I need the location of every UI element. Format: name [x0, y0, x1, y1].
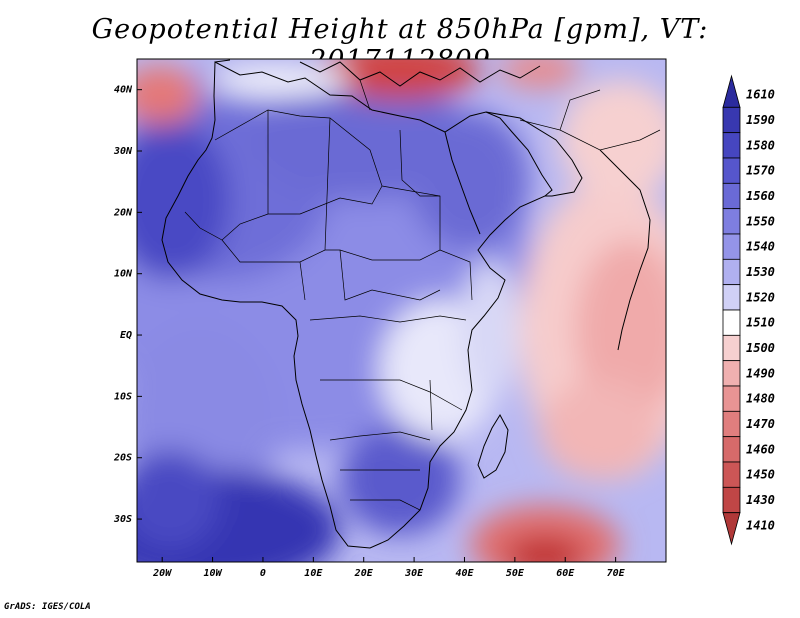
colorbar-swatch [722, 132, 741, 159]
colorbar-label: 1580 [746, 138, 775, 152]
colorbar-label: 1570 [746, 164, 775, 178]
colorbar-label: 1610 [746, 88, 775, 102]
colorbar-swatch [722, 410, 741, 438]
grads-credit: GrADS: IGES/COLA [4, 602, 91, 612]
colorbar-label: 1460 [746, 442, 775, 456]
lat-tick-label: 10S [114, 391, 132, 402]
colorbar-swatch [722, 258, 741, 286]
colorbar-swatch [722, 512, 741, 546]
lat-tick-label: 30S [113, 514, 132, 525]
colorbar-swatch [722, 208, 741, 235]
colorbar-swatch [722, 461, 741, 488]
colorbar-swatch [722, 233, 741, 260]
colorbar-swatch [722, 360, 741, 387]
colorbar-label: 1540 [746, 240, 775, 254]
colorbar-label: 1480 [746, 392, 775, 406]
colorbar-label: 1510 [746, 316, 775, 330]
height-field [137, 59, 666, 562]
colorbar-swatch [722, 309, 741, 336]
colorbar-label: 1550 [746, 214, 775, 228]
latitude-axis: 40N 30N 20N 10N EQ 10S 20S 30S [113, 85, 142, 525]
colorbar-swatch [722, 284, 741, 311]
lon-tick-label: 20W [152, 568, 172, 579]
colorbar-swatch [722, 106, 741, 134]
lat-tick-label: 40N [114, 85, 133, 96]
colorbar-swatch [722, 436, 741, 463]
lon-tick-label: 60E [556, 568, 575, 579]
colorbar-label: 1560 [746, 189, 775, 203]
lat-tick-label: 20N [113, 207, 133, 218]
colorbar-label: 1500 [746, 341, 775, 355]
colorbar-label: 1490 [746, 366, 775, 380]
country-borders [184, 79, 661, 511]
longitude-axis: 20W 10W 0 10E 20E 30E 40E 50E 60E 70E [152, 557, 626, 579]
lon-tick-label: 30E [404, 568, 424, 579]
colorbar-label: 1530 [746, 265, 775, 279]
lon-tick-label: 10W [204, 568, 223, 579]
colorbar-label: 1470 [746, 417, 775, 431]
colorbar-label: 1410 [746, 518, 775, 532]
lon-tick-label: 20E [354, 568, 374, 579]
colorbar-swatch [722, 486, 741, 514]
lon-tick-label: 40E [455, 568, 474, 579]
colorbar: 1610 1590 1580 1570 1560 1550 1540 1530 1520 1510… [722, 74, 775, 546]
lon-tick-label: 70E [607, 568, 626, 579]
lon-tick-label: 10E [304, 568, 323, 579]
colorbar-label: 1430 [746, 493, 775, 507]
lat-tick-label: 10N [114, 269, 133, 280]
colorbar-label: 1590 [746, 113, 775, 127]
lon-tick-label: 0 [260, 568, 266, 579]
colorbar-swatch [722, 334, 741, 362]
colorbar-swatch [722, 182, 741, 210]
colorbar-swatch [722, 74, 741, 108]
colorbar-label: 1450 [746, 468, 775, 482]
plot-frame [136, 58, 667, 563]
colorbar-swatch [722, 385, 741, 412]
colorbar-label: 1520 [746, 290, 775, 304]
lat-tick-label: 30N [113, 146, 133, 157]
lat-tick-label: 20S [113, 453, 132, 464]
lat-tick-label: EQ [120, 330, 132, 341]
lon-tick-label: 50E [506, 568, 525, 579]
colorbar-swatch [722, 157, 741, 184]
